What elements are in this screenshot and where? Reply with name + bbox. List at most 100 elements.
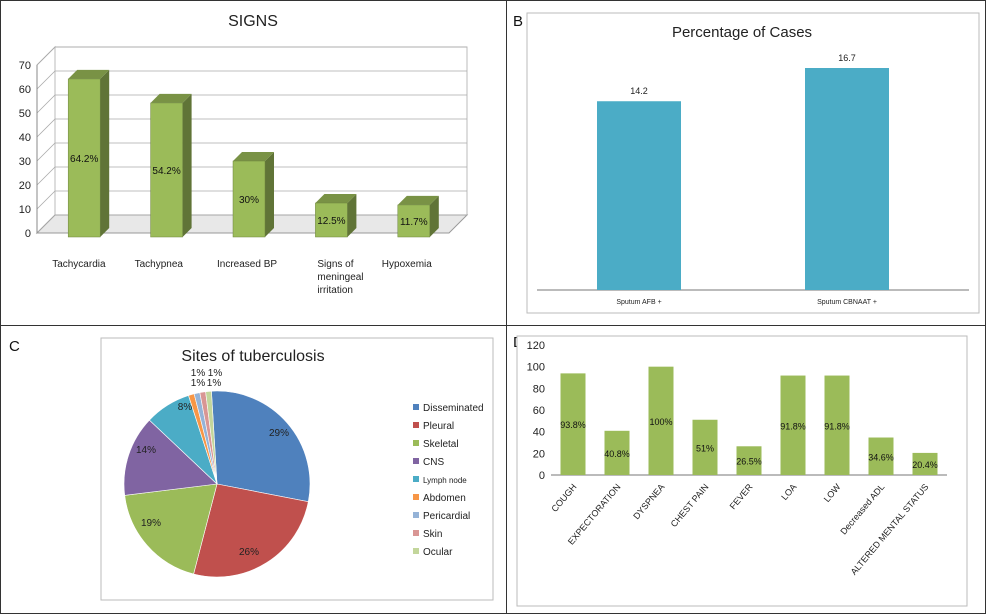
legend-label: Skin: [423, 529, 442, 540]
bar-side: [265, 152, 274, 237]
y-tick-label: 80: [533, 383, 545, 395]
y-tick-label: 60: [19, 84, 31, 96]
side-wall: [36, 45, 56, 235]
x-tick-label: Tachycardia: [52, 259, 106, 270]
legend-label: Skeletal: [423, 439, 459, 450]
y-tick-label: 60: [533, 405, 545, 417]
bar: [67, 78, 101, 238]
pie-slice: [124, 483, 218, 575]
legend-label: Abdomen: [423, 493, 466, 504]
data-label: 29%: [269, 428, 289, 439]
gridline: [36, 118, 467, 138]
y-tick-label: 10: [19, 204, 31, 216]
data-label: 100%: [649, 417, 672, 427]
data-label: 30%: [239, 195, 259, 206]
bar: [150, 102, 183, 238]
x-tick-label: Tachypnea: [135, 259, 184, 270]
pie-slice: [205, 390, 218, 485]
chart-title: Percentage of Cases: [672, 24, 812, 41]
y-tick-label: 20: [533, 448, 545, 460]
bar-side: [429, 195, 439, 237]
bar: [232, 160, 266, 238]
x-tick-label: Sputum AFB +: [616, 299, 661, 306]
bar: [780, 375, 806, 475]
y-tick-label: 70: [19, 60, 31, 72]
symptoms-chart: 02040608010012093.8%COUGH40.8%EXPECTORAT…: [516, 335, 968, 607]
legend-swatch: [413, 476, 419, 482]
y-tick-label: 0: [539, 470, 545, 482]
legend-label: Pericardial: [423, 511, 470, 522]
legend-label: Disseminated: [423, 403, 484, 414]
x-tick-label: meningeal: [317, 272, 363, 283]
bar-top: [150, 93, 192, 103]
y-tick-label: 0: [25, 228, 31, 240]
panel-c: C Sites of tuberculosis 29% 26% 19% 14% 8% 1% 1…: [0, 325, 507, 614]
legend-swatch: [413, 548, 419, 554]
gridline: [36, 94, 467, 114]
sites-chart: Sites of tuberculosis 29% 26% 19% 14% 8% 1%1%1…: [100, 337, 494, 601]
legend-swatch: [413, 422, 419, 428]
data-label: 34.6%: [868, 452, 894, 462]
data-label: 93.8%: [560, 420, 586, 430]
panel-a: A SIGNS01020304050607064.2%Tachycardia54…: [0, 0, 507, 326]
signs-chart: SIGNS 0 10 20 30 40 50 60 70 64.2% Tachycardia 54.2…: [1, 1, 506, 325]
bar-top: [233, 152, 274, 161]
data-label: 91.8%: [824, 421, 850, 431]
panel-b-letter: B: [513, 13, 524, 30]
panel-d: D 02040608010012093.8%COUGH40.8%EXPECTOR…: [506, 325, 986, 614]
gridline: [36, 190, 467, 210]
gridline: [36, 142, 467, 162]
y-tick-label: 40: [533, 427, 545, 439]
gridline: [36, 70, 467, 90]
legend-label: Lymph node: [423, 476, 467, 485]
data-label: 64.2%: [70, 154, 98, 165]
bar: [315, 202, 348, 238]
data-label: 20.4%: [912, 460, 938, 470]
legend-swatch: [413, 458, 419, 464]
legend-label: Ocular: [423, 547, 453, 558]
bar-side: [347, 194, 357, 237]
bar-top: [68, 69, 110, 79]
bar: [736, 446, 762, 475]
data-label: 51%: [696, 443, 714, 453]
bar: [604, 430, 630, 475]
legend-swatch: [413, 404, 419, 410]
y-tick-label: 100: [527, 362, 545, 374]
bar: [868, 437, 894, 475]
panel-c-letter: C: [9, 338, 20, 355]
y-tick-label: 120: [527, 340, 545, 352]
pie-slice: [193, 483, 309, 578]
data-label: 1%: [191, 368, 206, 379]
bar-side: [182, 93, 192, 237]
data-label: 8%: [178, 402, 193, 413]
data-label: 19%: [141, 518, 161, 529]
legend-label: CNS: [423, 457, 444, 468]
bar-side: [100, 69, 110, 237]
data-label: 1%: [191, 378, 206, 389]
x-tick-label: irritation: [317, 285, 353, 296]
legend-swatch: [413, 440, 419, 446]
y-tick-label: 40: [19, 132, 31, 144]
data-label: 26.5%: [736, 457, 762, 467]
bar: [912, 452, 938, 475]
data-label: 91.8%: [780, 421, 806, 431]
bar-top: [315, 194, 357, 203]
y-tick-label: 20: [19, 180, 31, 192]
pie-slice: [123, 419, 218, 496]
y-tick-label: 30: [19, 156, 31, 168]
x-tick-label: Hypoxemia: [382, 259, 432, 270]
data-label: 54.2%: [152, 166, 180, 177]
bar-top: [397, 195, 439, 205]
data-label: 14%: [136, 445, 156, 456]
bar: [597, 101, 681, 290]
gridline: [36, 166, 467, 186]
data-label: 1%: [208, 368, 223, 379]
legend-swatch: [413, 512, 419, 518]
legend-swatch: [413, 530, 419, 536]
bar: [805, 68, 889, 290]
data-label: 11.7%: [400, 217, 428, 228]
data-label: 12.5%: [317, 216, 345, 227]
bar: [560, 373, 586, 475]
data-label: 14.2: [630, 86, 648, 96]
data-label: 40.8%: [604, 449, 630, 459]
